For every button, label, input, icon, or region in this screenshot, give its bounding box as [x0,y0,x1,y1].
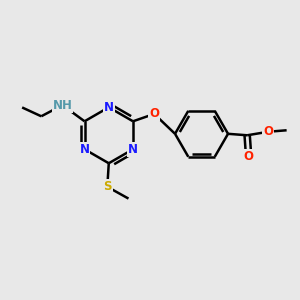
Text: O: O [263,125,273,138]
Text: O: O [149,107,159,120]
Text: N: N [104,101,114,114]
Text: N: N [80,143,90,156]
Text: O: O [244,150,254,163]
Text: S: S [103,180,112,193]
Text: NH: NH [52,99,72,112]
Text: N: N [128,143,138,156]
